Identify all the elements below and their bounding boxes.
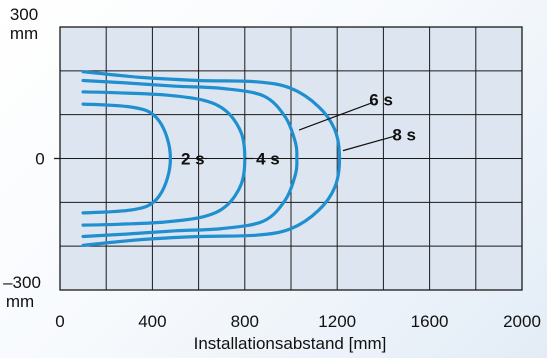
y-tick-unit: mm — [10, 24, 38, 43]
leader-8s — [342, 135, 397, 152]
label-leaders — [205, 101, 397, 160]
x-tick-label: 1200 — [318, 312, 356, 331]
y-tick-label: –300 — [3, 273, 41, 292]
x-tick-label: 1600 — [411, 312, 449, 331]
curve-8s — [81, 70, 342, 247]
x-tick-label: 400 — [138, 312, 166, 331]
x-tick-labels: 0 400 800 1200 1600 2000 — [55, 312, 541, 331]
grid-lines — [54, 27, 522, 290]
leader-6s — [298, 101, 374, 131]
x-tick-label: 0 — [55, 312, 64, 331]
y-tick-label: 300 — [10, 5, 38, 24]
y-tick-unit: mm — [6, 292, 34, 311]
series-label-2s: 2 s — [181, 150, 205, 169]
curve-6s — [81, 78, 299, 239]
series-label-6s: 6 s — [369, 90, 393, 109]
curve-2s — [81, 102, 172, 215]
x-tick-label: 2000 — [503, 312, 541, 331]
y-tick-label: 0 — [35, 150, 44, 169]
x-axis-title: Installationsabstand [mm] — [194, 334, 387, 353]
series-label-4s: 4 s — [256, 150, 280, 169]
series-labels: 2 s 4 s 6 s 8 s — [181, 90, 416, 168]
x-tick-label: 800 — [231, 312, 259, 331]
series-label-8s: 8 s — [392, 125, 416, 144]
